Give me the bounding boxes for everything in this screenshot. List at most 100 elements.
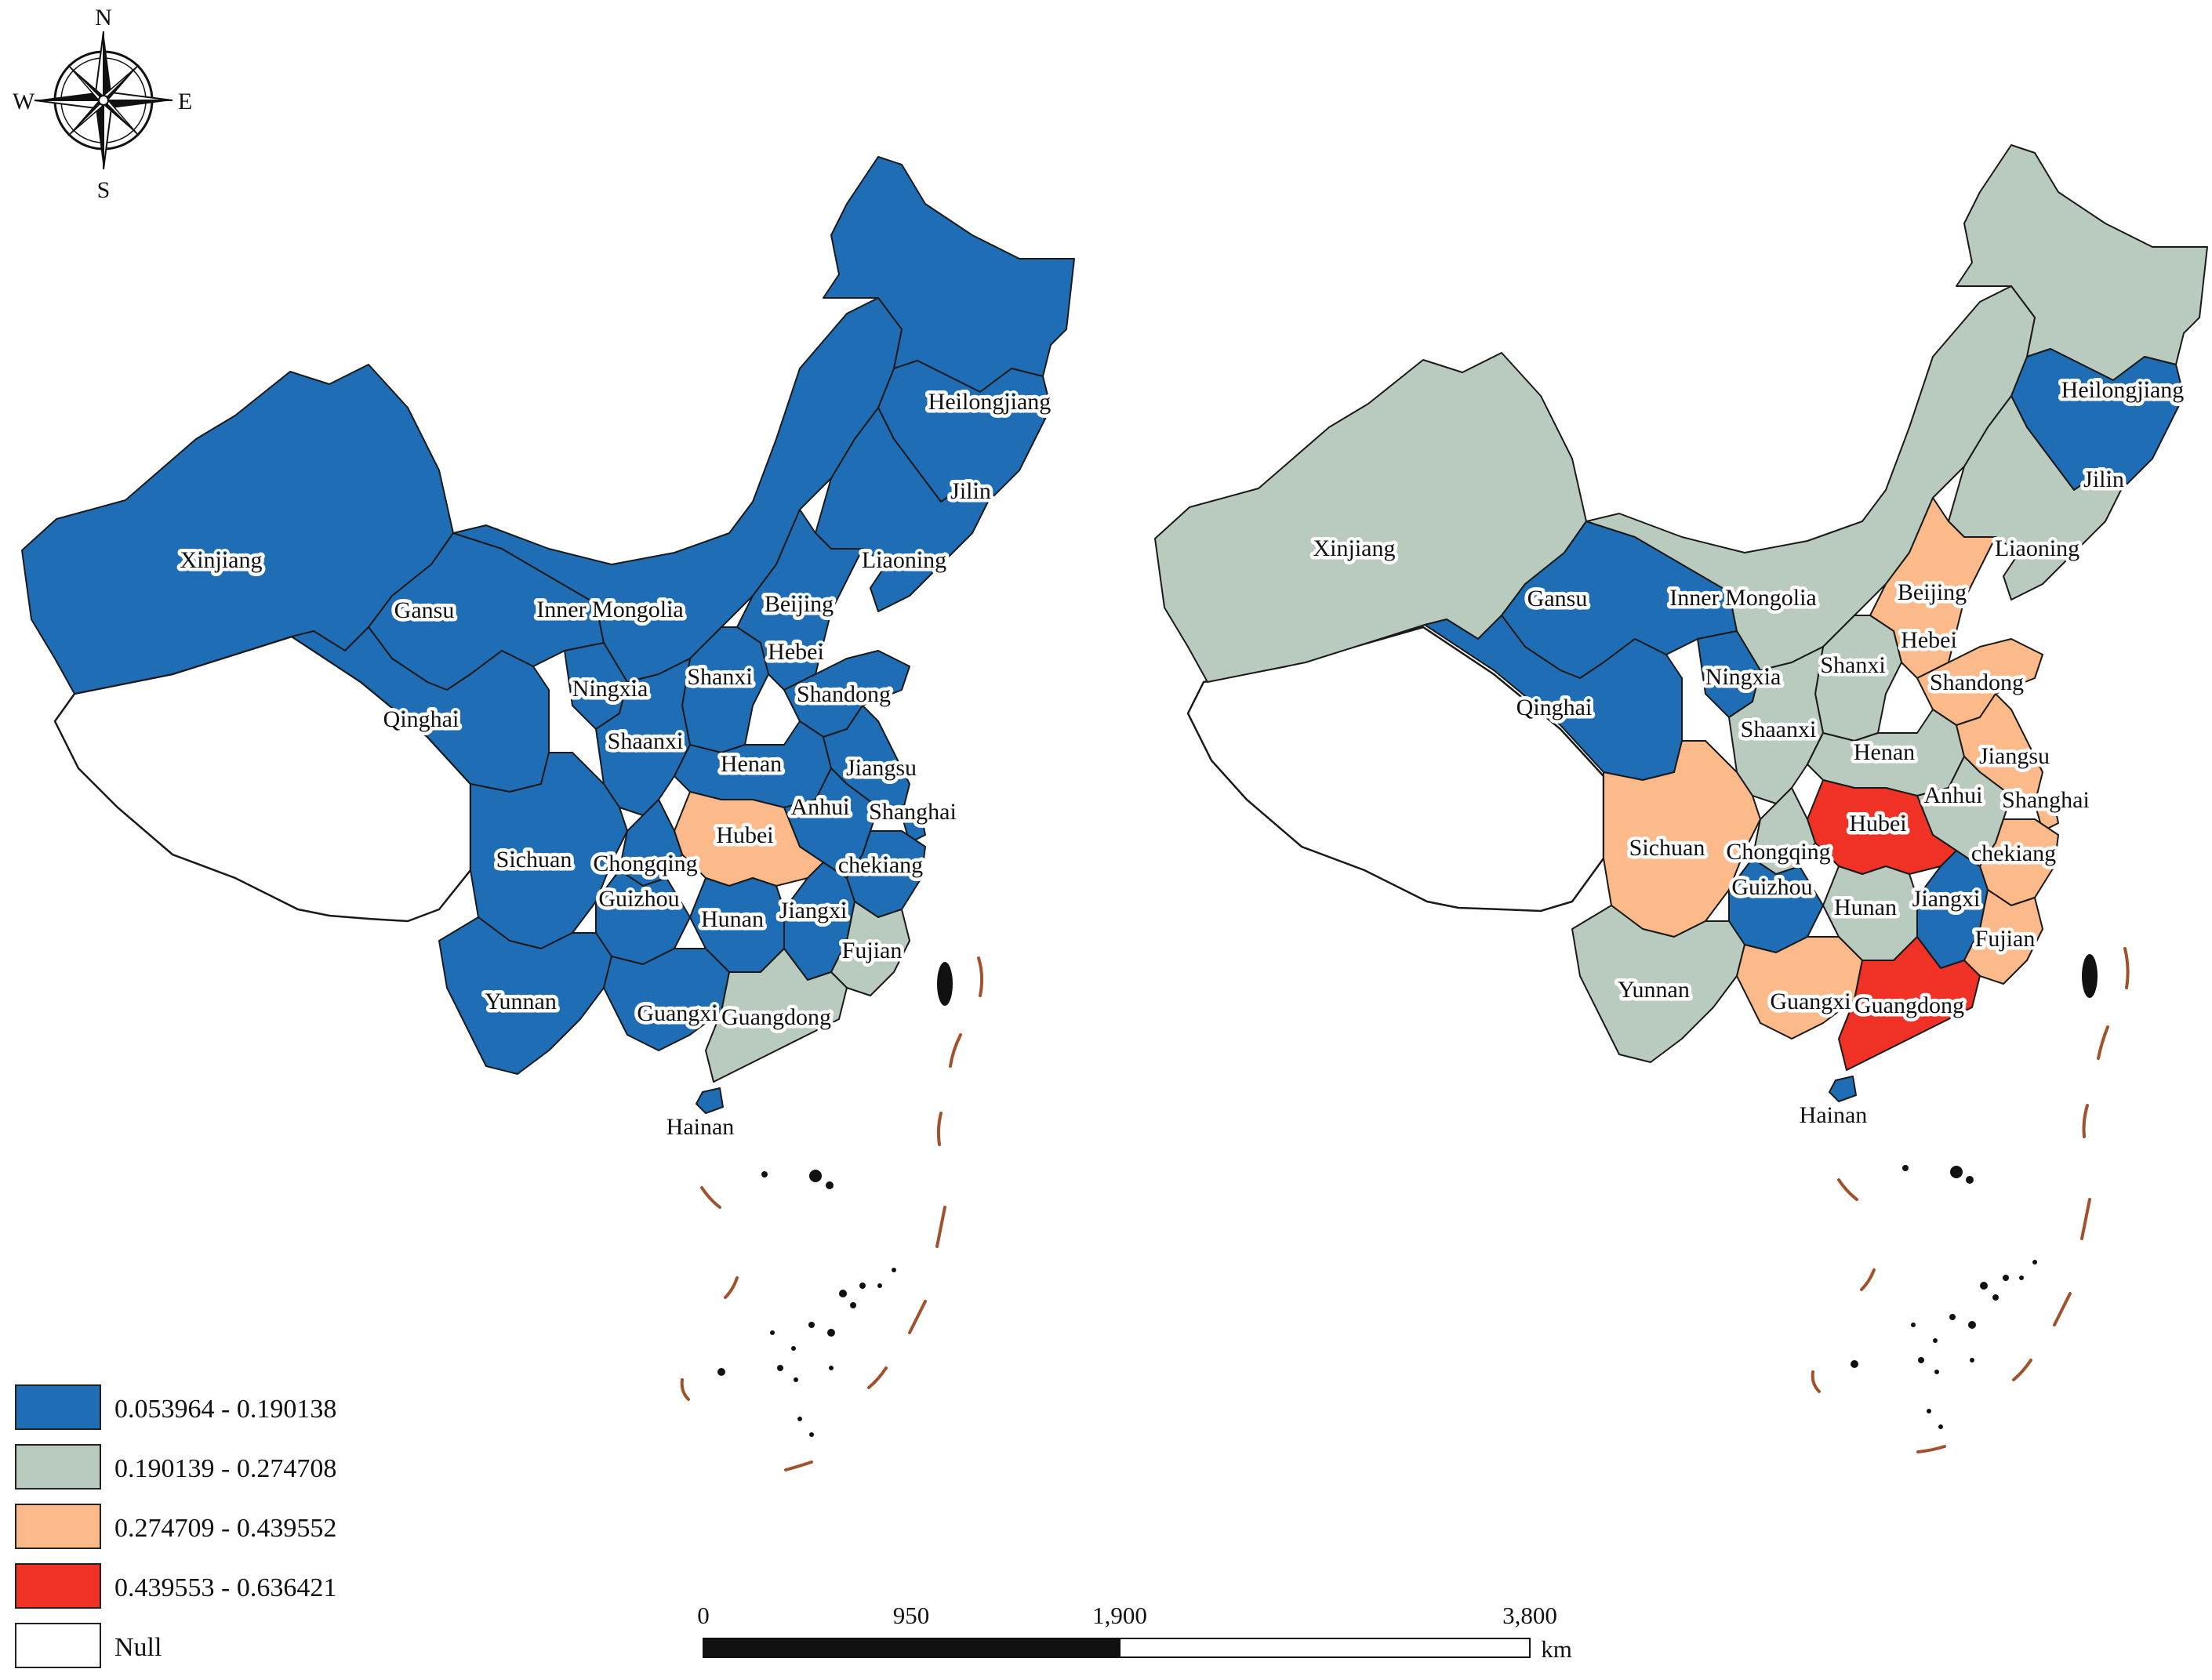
legend-swatch-3 [15,1504,101,1549]
left-label-jiangxi: Jiangxi [779,898,848,923]
legend-label-4: 0.439553 - 0.636421 [114,1573,336,1602]
right-province-yunnan [1571,905,1745,1063]
compass-s: S [97,177,111,203]
right-label-yunnan: Yunnan [1618,977,1690,1003]
compass-rose-icon: N S E W [13,5,192,203]
legend-swatch-1 [15,1384,101,1430]
left-province-qinghai [291,626,550,793]
right-label-jiangxi: Jiangxi [1912,886,1981,912]
compass-w: W [13,89,35,114]
left-label-shandong: Shandong [797,681,891,707]
right-label-guangxi: Guangxi [1770,989,1851,1014]
legend-swatch-5 [15,1623,101,1668]
right-label-hunan: Hunan [1834,894,1897,920]
left-label-jilin: Jilin [950,478,991,504]
left-label-jiangsu: Jiangsu [846,755,917,781]
left-province-guangdong [705,948,848,1083]
left-label-chongqing: Chongqing [593,851,697,876]
legend-item-2: 0.190139 - 0.274708 [15,1444,336,1490]
right-label-guizhou: Guizhou [1731,874,1812,900]
left-label-hainan: Hainan [667,1114,735,1140]
right-label-chongqing: Chongqing [1726,839,1830,865]
left-label-heilongjiang: Heilongjiang [928,389,1052,415]
left-label-guizhou: Guizhou [598,886,679,912]
left-label-gansu: Gansu [394,597,455,623]
left-label-guangdong: Guangdong [721,1004,831,1030]
left-label-hebei: Hebei [768,639,824,665]
scale-bar: 0 950 1,900 3,800 km [697,1602,1572,1663]
left-label-ningxia: Ningxia [572,676,648,702]
right-label-shanghai: Shanghai [2002,787,2090,813]
left-label-shanxi: Shanxi [687,664,752,690]
right-label-hubei: Hubei [1849,811,1906,836]
right-label-hainan: Hainan [1800,1102,1868,1128]
south-china-sea-right [1811,947,2130,1453]
left-province-guangxi [603,948,730,1051]
legend-label-2: 0.190139 - 0.274708 [114,1454,336,1483]
right-label-gansu: Gansu [1527,586,1588,611]
left-label-hubei: Hubei [716,822,773,848]
scale-tick-3800: 3,800 [1502,1602,1557,1629]
right-label-jiangsu: Jiangsu [1979,743,2050,769]
left-label-beijing: Beijing [765,591,834,617]
right-label-fujian: Fujian [1975,926,2036,952]
right-label-shandong: Shandong [1930,669,2024,695]
right-province-fujian [1963,889,2043,985]
left-label-inner-mongolia: Inner Mongolia [536,597,683,622]
right-label-sichuan: Sichuan [1629,835,1705,861]
legend-swatch-2 [15,1444,101,1490]
right-label-jilin: Jilin [2083,466,2124,492]
legend-item-4: 0.439553 - 0.636421 [15,1563,336,1609]
right-label-beijing: Beijing [1898,579,1967,605]
right-label-henan: Henan [1854,739,1915,765]
scale-tick-1900: 1,900 [1092,1602,1147,1629]
right-label-shaanxi: Shaanxi [1741,717,1817,742]
legend-item-3: 0.274709 - 0.439552 [15,1504,336,1549]
left-label-yunnan: Yunnan [485,989,557,1014]
left-label-guangxi: Guangxi [637,1000,717,1026]
legend-label-3: 0.274709 - 0.439552 [114,1514,336,1543]
scale-unit: km [1541,1635,1572,1663]
map-left: Heilongjiang Jilin Liaoning Xinjiang Gansu In… [21,156,1075,1144]
left-province-hainan [696,1087,724,1114]
right-province-guangxi [1736,936,1863,1040]
legend-label-1: 0.053964 - 0.190138 [114,1395,336,1424]
right-label-shanxi: Shanxi [1820,652,1885,678]
map-right: Heilongjiang Jilin Liaoning Xinjiang Gansu In… [1154,144,2208,1132]
legend-item-1: 0.053964 - 0.190138 [15,1384,336,1430]
left-label-xinjiang: Xinjiang [180,547,263,573]
right-province-qinghai [1424,615,1683,781]
right-label-chekiang: chekiang [1971,840,2056,866]
right-label-xinjiang: Xinjiang [1313,535,1396,561]
left-province-fujian [830,901,910,996]
right-label-heilongjiang: Heilongjiang [2061,377,2185,403]
right-label-guangdong: Guangdong [1854,992,1964,1018]
compass-e: E [178,89,192,114]
right-label-inner-mongolia: Inner Mongolia [1669,585,1816,611]
left-label-shanghai: Shanghai [869,799,957,825]
left-label-liaoning: Liaoning [862,547,946,573]
right-province-guangdong [1838,936,1981,1071]
right-label-hebei: Hebei [1901,627,1957,653]
compass-n: N [95,5,112,31]
left-label-chekiang: chekiang [838,852,923,878]
right-province-hainan [1829,1076,1857,1102]
left-province-yunnan [438,916,612,1075]
right-label-anhui: Anhui [1924,782,1983,808]
scale-tick-0: 0 [697,1602,710,1629]
tibet-null-region-right [1186,626,1605,913]
legend-swatch-4 [15,1563,101,1609]
south-china-sea-left [680,956,984,1471]
legend-label-5: Null [114,1633,162,1662]
left-label-hunan: Hunan [701,906,764,932]
left-label-qinghai: Qinghai [383,706,459,732]
scale-tick-950: 950 [893,1602,930,1629]
legend-item-5: Null [15,1623,162,1668]
right-label-liaoning: Liaoning [1995,535,2079,561]
left-label-fujian: Fujian [842,938,903,963]
right-label-qinghai: Qinghai [1516,695,1593,720]
left-label-shaanxi: Shaanxi [608,728,684,754]
left-label-sichuan: Sichuan [496,847,572,873]
right-label-ningxia: Ningxia [1705,664,1782,690]
